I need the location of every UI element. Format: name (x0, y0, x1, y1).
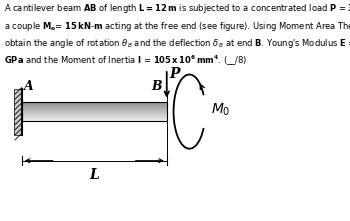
Bar (22, 104, 167, 105)
Bar (22, 119, 167, 120)
Bar (22, 117, 167, 118)
Bar (22, 103, 167, 104)
Text: A cantilever beam $\mathit{\mathbf{AB}}$ of length $\mathit{\mathbf{L=12\,m}}$ i: A cantilever beam $\mathit{\mathbf{AB}}$… (4, 2, 350, 68)
Bar (22, 114, 167, 115)
Bar (22, 105, 167, 106)
Bar (22, 115, 167, 116)
Bar (22, 107, 167, 108)
Bar (22, 113, 167, 114)
Bar (14, 89, 22, 135)
Bar (22, 111, 167, 112)
Text: P: P (169, 67, 180, 81)
Bar (22, 111, 167, 112)
Bar (22, 102, 167, 103)
Bar (22, 106, 167, 107)
Bar (22, 103, 167, 104)
Bar (22, 118, 167, 119)
Bar (22, 105, 167, 106)
Bar (22, 108, 167, 109)
Bar (22, 109, 167, 110)
Bar (22, 110, 167, 111)
Text: B: B (151, 80, 162, 93)
Text: $M_0$: $M_0$ (211, 101, 230, 118)
Bar (22, 112, 167, 113)
Bar (22, 115, 167, 116)
Bar (22, 107, 167, 108)
Bar (22, 117, 167, 118)
Bar (22, 109, 167, 110)
Bar (22, 120, 167, 121)
Bar (22, 113, 167, 114)
Text: L: L (89, 168, 99, 182)
Bar (22, 116, 167, 117)
Bar (22, 102, 167, 121)
Text: A: A (24, 80, 34, 93)
